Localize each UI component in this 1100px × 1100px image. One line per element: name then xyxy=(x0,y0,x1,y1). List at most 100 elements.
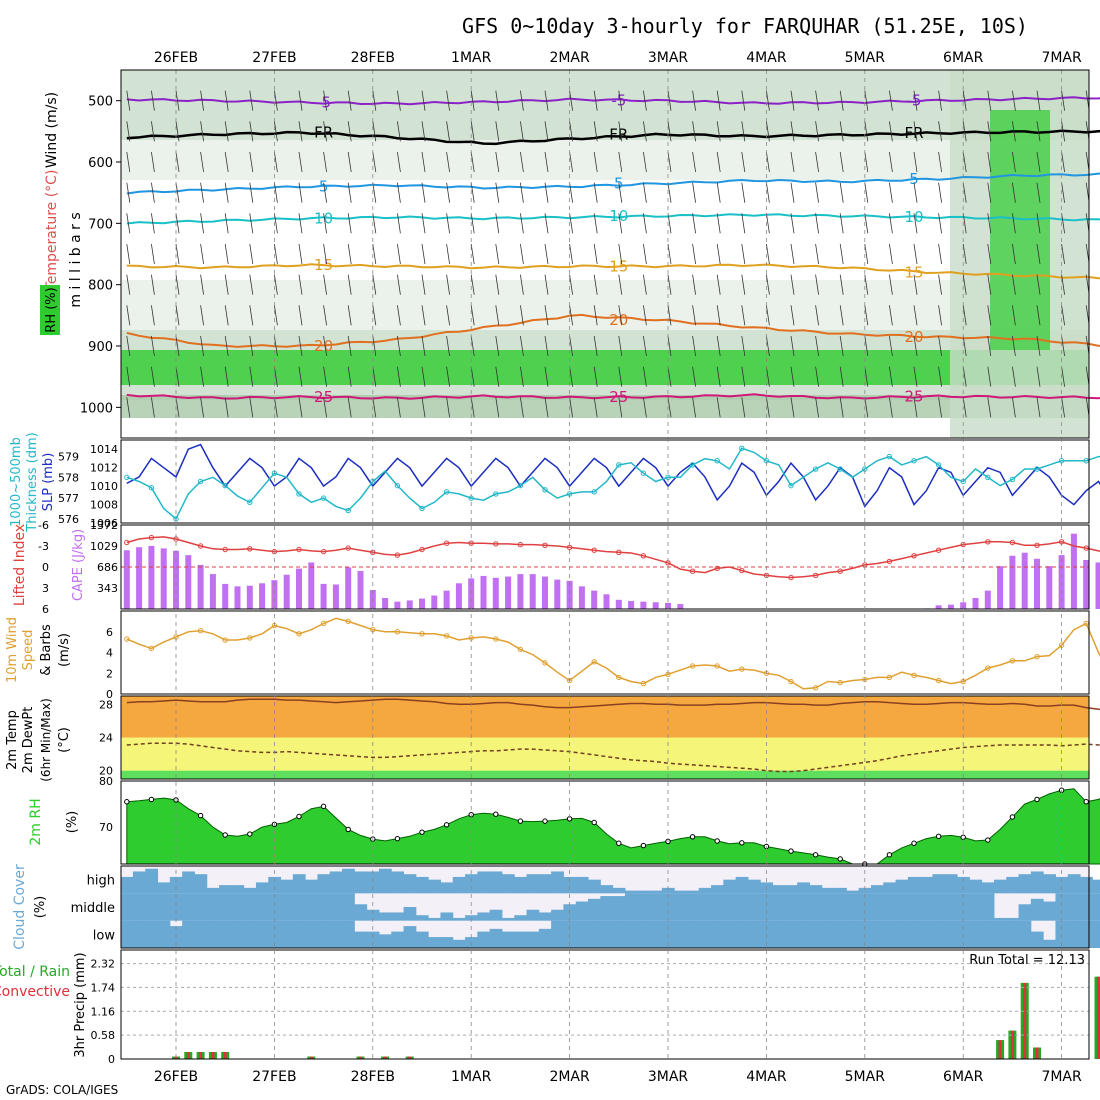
wind-barb xyxy=(175,151,180,173)
cloud-middle-bar xyxy=(834,893,847,921)
cloud-high-bar xyxy=(907,876,921,894)
wind-barb xyxy=(151,151,155,173)
wind-barb xyxy=(175,121,180,142)
wind-barb xyxy=(372,243,377,265)
wind-barb xyxy=(323,90,327,111)
y-tick-label: 800 xyxy=(88,279,113,294)
thickness-panel-frame xyxy=(120,439,1090,524)
wind-barb xyxy=(249,335,254,357)
cloud-axis-label: (%) xyxy=(33,896,48,919)
cloud-middle-bar xyxy=(1030,898,1044,921)
wind-barb xyxy=(520,397,524,418)
cape-bar xyxy=(136,547,143,609)
wind-speed-line-marker xyxy=(394,629,401,635)
wind-barb xyxy=(839,274,844,295)
wind-barb xyxy=(889,182,893,203)
wind-barb xyxy=(200,182,204,203)
wind-barb xyxy=(151,90,155,111)
cloud-high-bar xyxy=(711,885,724,894)
cloud-high-bar xyxy=(932,874,946,894)
cloud-low-bar xyxy=(440,937,454,948)
wind-barb xyxy=(151,366,155,387)
wind-barb xyxy=(347,397,352,418)
precip-convective-bar xyxy=(359,1056,362,1059)
wind-barb xyxy=(224,213,229,234)
wind-barb xyxy=(987,213,992,234)
cloud-middle-bar xyxy=(784,893,798,921)
wind-barb xyxy=(864,90,869,111)
wind-barb xyxy=(544,366,549,387)
wind-barb xyxy=(323,182,327,203)
cloud-low-bar xyxy=(981,920,995,948)
wind-barb xyxy=(815,397,819,418)
y-tick-label: 3 xyxy=(42,582,49,595)
cape-bar xyxy=(308,562,315,609)
wind-barb xyxy=(938,151,942,173)
cloud-high-bar xyxy=(206,887,220,894)
cloud-high-bar xyxy=(895,879,909,894)
wind-barb xyxy=(421,305,426,326)
wind-barb xyxy=(1012,305,1016,326)
cloud-middle-bar xyxy=(735,893,749,921)
wind-barb xyxy=(987,274,992,295)
thickness-line-marker xyxy=(320,495,327,501)
wind-barb xyxy=(274,274,278,295)
wind-barb xyxy=(790,305,795,326)
wind-barb xyxy=(766,151,770,173)
cloud-low-bar xyxy=(182,920,195,948)
wind-barb xyxy=(1061,90,1065,111)
rh-marker xyxy=(616,840,622,846)
wind-barb xyxy=(274,305,278,326)
wind-barb xyxy=(692,90,696,111)
wind-barb xyxy=(593,397,598,418)
cloud-middle-bar xyxy=(1080,893,1093,921)
isotherm-label: 25 xyxy=(609,388,628,406)
cape-bar xyxy=(320,583,327,609)
wind-barb xyxy=(347,335,352,357)
cape-bar xyxy=(419,598,425,609)
cloud-middle-bar xyxy=(526,909,540,921)
wind-barb xyxy=(421,397,426,418)
cloud-middle-bar xyxy=(477,912,491,921)
temp-axis-label: 2m Temp xyxy=(5,710,20,770)
wind-barb xyxy=(593,366,598,387)
wind-speed-line-marker xyxy=(837,679,843,686)
temperature-line xyxy=(126,698,1100,711)
wind-barb xyxy=(470,305,475,326)
wind-barb xyxy=(372,274,377,295)
thickness-line-marker xyxy=(616,462,622,468)
wind-barb xyxy=(274,182,278,203)
cloud-middle-bar xyxy=(378,912,392,921)
wind-barb xyxy=(520,90,524,111)
wind-speed-line-marker xyxy=(689,663,696,669)
wind-barb xyxy=(1061,182,1065,203)
wind-barb xyxy=(716,305,721,326)
wind-barb xyxy=(741,305,746,326)
cape-bar xyxy=(283,574,290,609)
rh-marker xyxy=(296,813,302,820)
wind-barb xyxy=(151,213,155,234)
wind-barb xyxy=(446,305,450,326)
cloud-low-bar xyxy=(797,920,810,948)
wind-barb xyxy=(864,335,869,357)
wind-barb xyxy=(151,243,155,265)
cloud-low-bar xyxy=(1018,920,1032,948)
rh-marker xyxy=(493,811,499,817)
wind-barb xyxy=(864,305,869,326)
wind-barb xyxy=(274,121,278,142)
wind-barb xyxy=(224,90,229,111)
wind-barb xyxy=(593,151,598,173)
precip-convective-bar xyxy=(199,1052,203,1059)
lifted-index-line-marker xyxy=(886,558,893,565)
wind-barb xyxy=(1012,397,1016,418)
wind-barb xyxy=(618,121,623,142)
rh-marker xyxy=(1034,796,1040,803)
wind-barb xyxy=(224,243,229,265)
lifted-index-line-marker xyxy=(1083,545,1089,551)
wind-barb xyxy=(692,397,696,418)
precip-convective-bar xyxy=(383,1056,387,1059)
wind-barb xyxy=(1061,151,1065,173)
wind-barb xyxy=(593,274,598,295)
y-tick-label: -6 xyxy=(38,519,49,532)
